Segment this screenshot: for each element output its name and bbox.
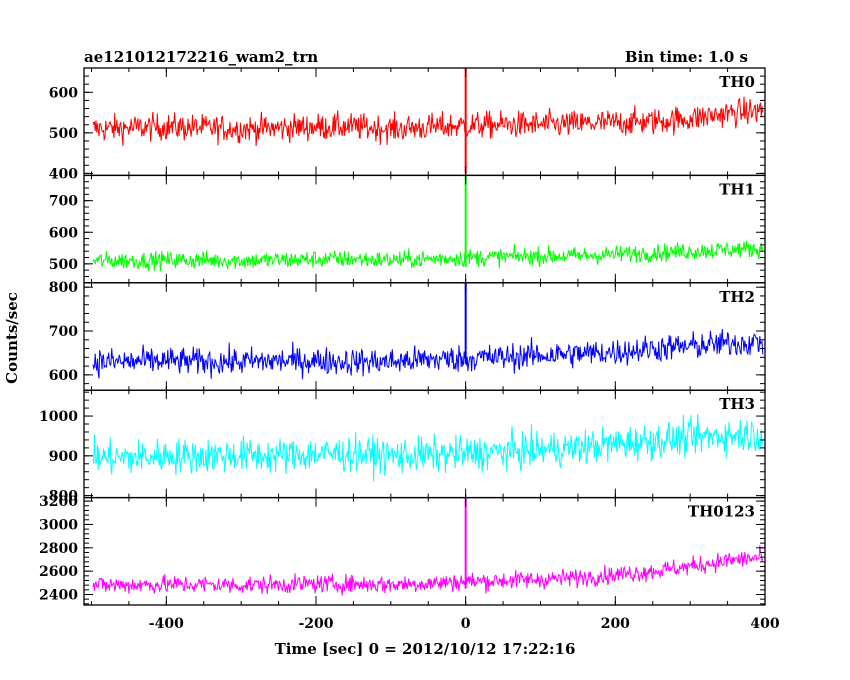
- y-tick-label: 800: [49, 280, 78, 296]
- series-line-th1: [92, 240, 764, 272]
- panel-th1: 500 600 700 TH1: [49, 174, 766, 284]
- panel-label-th1: TH1: [719, 180, 755, 198]
- panel-label-th2: TH2: [719, 288, 755, 306]
- panel-th3: 800 900 1000 TH3: [39, 389, 766, 505]
- series-line-th3: [92, 414, 764, 482]
- chart-subtitle: Bin time: 1.0 s: [625, 48, 748, 66]
- y-tick-label: 500: [49, 126, 78, 142]
- x-tick-label: -200: [298, 616, 333, 632]
- chart-title: ae121012172216_wam2_trn: [84, 48, 318, 66]
- x-tick-label: 400: [750, 616, 779, 632]
- panel-th0: 400 500 600 TH0: [49, 67, 766, 182]
- y-axis-label: Counts/sec: [3, 292, 21, 384]
- panel-frame: [83, 282, 766, 391]
- panel-frame: [83, 174, 766, 284]
- y-tick-label: 700: [49, 194, 78, 210]
- x-tick-label: -400: [149, 616, 184, 632]
- y-tick-label: 600: [49, 225, 78, 241]
- y-tick-label: 800: [49, 489, 78, 505]
- y-tick-label: 1000: [39, 409, 78, 425]
- y-tick-label: 2400: [39, 587, 78, 603]
- y-tick-label: 500: [49, 257, 78, 273]
- panel-label-th3: TH3: [719, 395, 755, 413]
- y-tick-label: 400: [49, 166, 78, 182]
- y-tick-label: 900: [49, 449, 78, 465]
- y-tick-label: 600: [49, 368, 78, 384]
- panel-th2: 600 700 800 TH2: [49, 280, 766, 391]
- series-line-th2: [92, 328, 764, 380]
- x-tick-label: 0: [461, 616, 471, 632]
- panel-frame: [83, 496, 766, 606]
- panels-group: 400 500 600 TH0 500 600 700 TH1 600 700 800 TH2 800 9…: [39, 67, 780, 632]
- series-line-th0123: [92, 545, 764, 596]
- x-tick-label: 200: [601, 616, 630, 632]
- y-tick-label: 2600: [39, 564, 78, 580]
- panel-label-th0123: TH0123: [688, 503, 755, 521]
- series-line-th0: [92, 96, 764, 147]
- panel-th0123: 2400 2600 2800 3000 3200 TH0123: [39, 494, 766, 606]
- x-axis-label: Time [sec] 0 = 2012/10/12 17:22:16: [275, 640, 576, 658]
- panel-label-th0: TH0: [719, 73, 755, 91]
- y-tick-label: 600: [49, 85, 78, 101]
- y-tick-label: 700: [49, 324, 78, 340]
- y-tick-label: 3200: [39, 494, 78, 510]
- y-tick-label: 2800: [39, 541, 78, 557]
- y-tick-label: 3000: [39, 517, 78, 533]
